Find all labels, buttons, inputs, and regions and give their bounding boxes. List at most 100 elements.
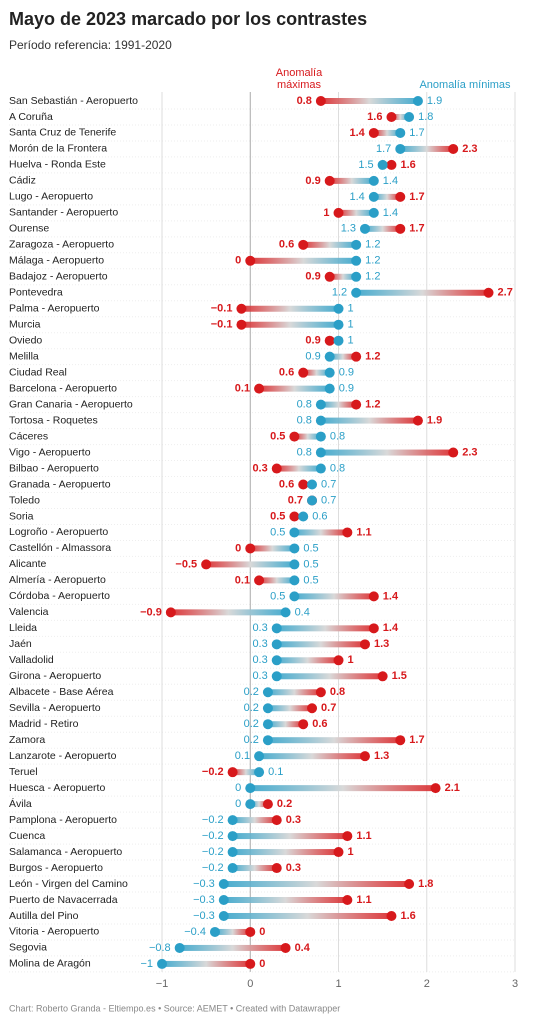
value-label: −0.2 xyxy=(202,830,224,842)
value-label: 0.7 xyxy=(321,702,336,714)
dot xyxy=(201,559,212,570)
row-label: Zaragoza - Aeropuerto xyxy=(9,239,114,251)
value-label: 1.8 xyxy=(418,111,433,123)
row-label: Cádiz xyxy=(9,175,36,187)
row-label: Molina de Aragón xyxy=(9,958,91,970)
row-label: Huesca - Aeropuerto xyxy=(9,782,105,794)
value-label: −0.1 xyxy=(211,303,233,315)
dot xyxy=(448,447,459,458)
connector xyxy=(276,625,374,632)
connector xyxy=(267,737,401,744)
connector xyxy=(232,833,348,840)
x-tick-label: 3 xyxy=(512,978,518,990)
connector xyxy=(162,960,251,967)
row-label: Pontevedra xyxy=(9,287,63,299)
connector xyxy=(223,897,348,903)
value-label: 1.6 xyxy=(367,111,382,123)
value-label: 0.4 xyxy=(295,942,311,954)
dot xyxy=(333,319,344,330)
connector xyxy=(276,465,321,472)
dot xyxy=(324,367,335,378)
value-label: 0.3 xyxy=(286,862,301,874)
dot xyxy=(254,767,265,778)
connector xyxy=(241,321,339,328)
row-label: Zamora xyxy=(9,734,45,746)
connector xyxy=(267,721,304,728)
dot xyxy=(395,735,406,746)
x-tick-label: 1 xyxy=(335,978,341,990)
value-label: 0.5 xyxy=(270,590,285,602)
value-label: 0.1 xyxy=(235,574,250,586)
dot xyxy=(315,96,326,106)
value-label: 0.8 xyxy=(330,686,345,698)
dot xyxy=(245,255,256,266)
connector xyxy=(206,561,295,568)
value-label: 1 xyxy=(348,335,354,347)
connector xyxy=(373,193,401,200)
connector xyxy=(170,609,286,616)
value-label: 0.5 xyxy=(303,558,318,570)
dot xyxy=(245,958,256,969)
connector xyxy=(223,881,410,888)
connector xyxy=(373,129,401,136)
row-label: Toledo xyxy=(9,494,40,506)
value-label: 0.9 xyxy=(305,175,320,187)
value-label: 1.9 xyxy=(427,95,442,107)
value-label: −0.8 xyxy=(149,942,171,954)
dot xyxy=(386,910,397,921)
value-label: 1.7 xyxy=(409,191,424,203)
value-label: 1.1 xyxy=(356,894,371,906)
dot xyxy=(280,607,291,618)
row-label: Lleida xyxy=(9,622,37,634)
row-label: Segovia xyxy=(9,942,47,954)
value-label: 2.3 xyxy=(462,446,477,458)
dot xyxy=(218,895,229,905)
dot xyxy=(351,239,362,250)
chart-subtitle: Período referencia: 1991-2020 xyxy=(9,38,172,52)
dot xyxy=(483,287,494,298)
row-label: Albacete - Base Aérea xyxy=(9,686,114,698)
dot xyxy=(262,719,273,730)
legend-min: Anomalía mínimas xyxy=(419,79,511,91)
value-label: 0.3 xyxy=(252,670,267,682)
dot xyxy=(271,623,282,634)
row-label: Santa Cruz de Tenerife xyxy=(9,127,116,139)
dot xyxy=(395,191,406,202)
value-label: 0.2 xyxy=(244,718,259,730)
dot xyxy=(245,783,256,794)
dot xyxy=(254,383,265,394)
dot xyxy=(236,319,247,330)
dot xyxy=(271,671,282,682)
connector xyxy=(232,817,277,824)
dot xyxy=(351,287,362,298)
connector xyxy=(276,641,365,648)
row-label: Vigo - Aeropuerto xyxy=(9,446,91,458)
row-label: Girona - Aeropuerto xyxy=(9,670,101,682)
connector xyxy=(276,657,339,664)
value-label: 0.8 xyxy=(297,399,312,411)
value-label: −0.2 xyxy=(202,846,224,858)
dot xyxy=(298,367,309,378)
row-label: Murcia xyxy=(9,319,41,331)
value-label: 0.2 xyxy=(244,686,259,698)
value-label: 0.8 xyxy=(297,95,312,107)
dot xyxy=(227,863,238,874)
row-label: Oviedo xyxy=(9,334,42,346)
value-label: 0.3 xyxy=(252,638,267,650)
connector xyxy=(329,353,357,360)
connector xyxy=(276,673,383,680)
dot xyxy=(315,447,326,458)
row-label: A Coruña xyxy=(9,111,53,123)
value-label: 1.7 xyxy=(409,127,424,139)
dot xyxy=(368,591,379,602)
value-label: 1.1 xyxy=(356,526,371,538)
dot xyxy=(307,703,318,714)
value-label: 0.8 xyxy=(297,415,312,427)
connector xyxy=(356,289,489,296)
value-label: 0.1 xyxy=(235,383,250,395)
dot xyxy=(359,223,370,234)
value-label: 1 xyxy=(348,846,354,858)
dot xyxy=(359,639,370,650)
value-label: 0 xyxy=(259,926,265,938)
